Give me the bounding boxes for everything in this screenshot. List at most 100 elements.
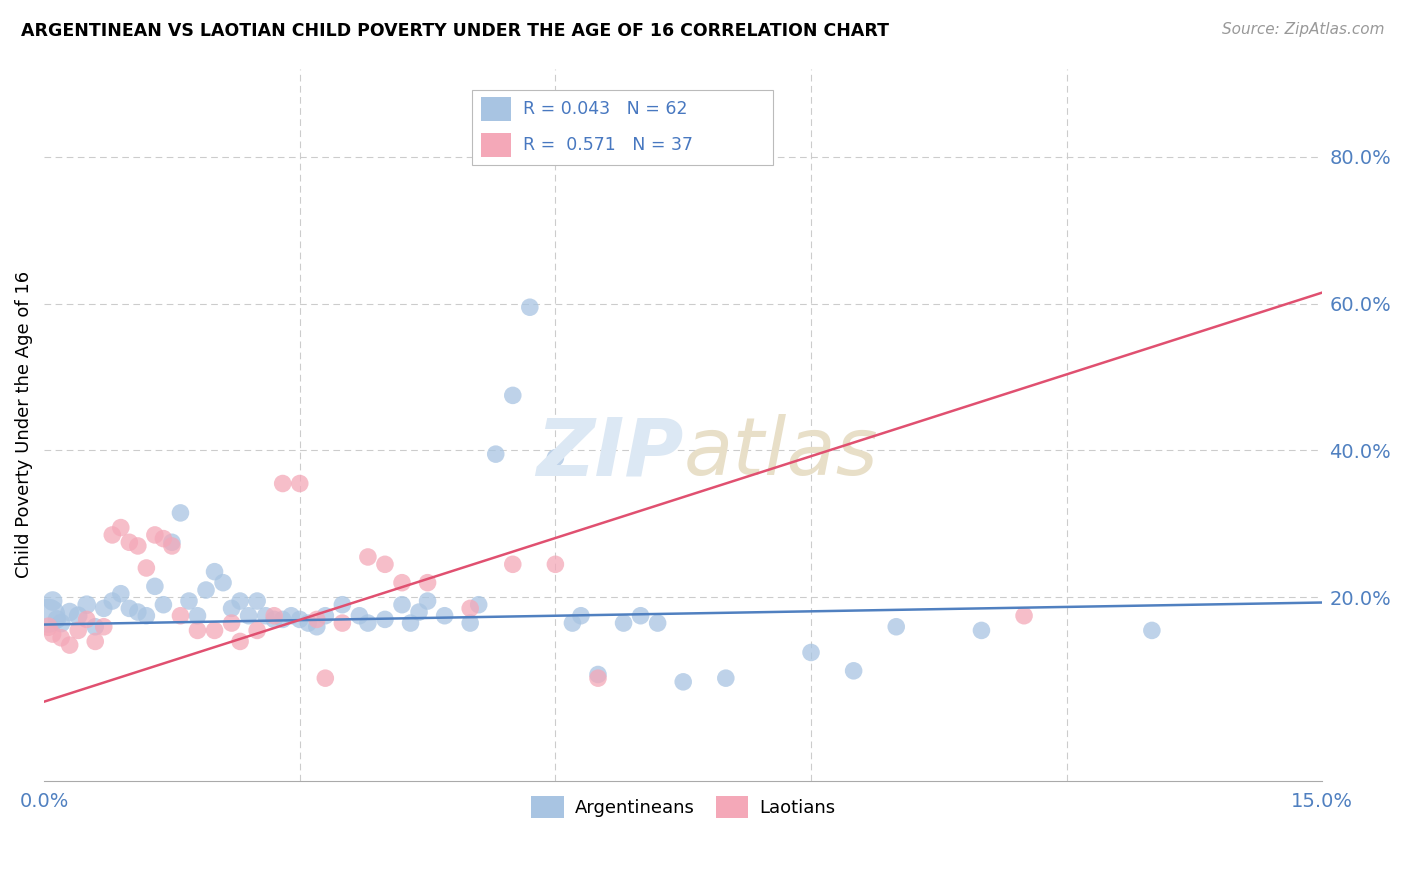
- Point: [970, 624, 993, 638]
- Point: [544, 450, 567, 465]
- Point: [561, 616, 583, 631]
- Point: [288, 612, 311, 626]
- Point: [374, 612, 396, 626]
- Text: ZIP: ZIP: [536, 414, 683, 492]
- Point: [263, 612, 285, 626]
- Point: [221, 601, 243, 615]
- Point: [127, 605, 149, 619]
- Text: atlas: atlas: [683, 414, 877, 492]
- Point: [314, 671, 336, 685]
- Point: [374, 558, 396, 572]
- Point: [246, 594, 269, 608]
- Point: [76, 598, 98, 612]
- Point: [84, 620, 107, 634]
- Point: [399, 616, 422, 631]
- Point: [160, 535, 183, 549]
- Point: [519, 300, 541, 314]
- Point: [842, 664, 865, 678]
- Point: [186, 608, 208, 623]
- Point: [101, 594, 124, 608]
- Point: [152, 532, 174, 546]
- Point: [391, 598, 413, 612]
- Point: [204, 624, 226, 638]
- Point: [630, 608, 652, 623]
- Point: [135, 561, 157, 575]
- Point: [67, 624, 90, 638]
- Point: [177, 594, 200, 608]
- Point: [229, 634, 252, 648]
- Point: [37, 620, 59, 634]
- Point: [195, 582, 218, 597]
- Point: [160, 539, 183, 553]
- Point: [305, 620, 328, 634]
- Point: [357, 549, 380, 564]
- Point: [433, 608, 456, 623]
- Point: [357, 616, 380, 631]
- Point: [1012, 608, 1035, 623]
- Point: [647, 616, 669, 631]
- Point: [238, 608, 260, 623]
- Point: [143, 579, 166, 593]
- Point: [586, 671, 609, 685]
- Point: [714, 671, 737, 685]
- Point: [416, 575, 439, 590]
- Point: [330, 616, 353, 631]
- Point: [49, 616, 72, 631]
- Point: [884, 620, 907, 634]
- Point: [314, 608, 336, 623]
- Point: [271, 476, 294, 491]
- Point: [93, 601, 115, 615]
- Point: [416, 594, 439, 608]
- Point: [49, 631, 72, 645]
- Point: [118, 601, 141, 615]
- Point: [672, 674, 695, 689]
- Point: [330, 598, 353, 612]
- Point: [110, 520, 132, 534]
- Point: [84, 634, 107, 648]
- Y-axis label: Child Poverty Under the Age of 16: Child Poverty Under the Age of 16: [15, 271, 32, 578]
- Point: [41, 594, 63, 608]
- Point: [45, 612, 67, 626]
- Point: [169, 506, 191, 520]
- Point: [59, 638, 82, 652]
- Point: [76, 612, 98, 626]
- Point: [110, 587, 132, 601]
- Point: [800, 645, 823, 659]
- Point: [485, 447, 508, 461]
- Point: [502, 558, 524, 572]
- Point: [143, 528, 166, 542]
- Point: [41, 627, 63, 641]
- Point: [263, 608, 285, 623]
- Point: [204, 565, 226, 579]
- Point: [305, 612, 328, 626]
- Point: [246, 624, 269, 638]
- Point: [458, 616, 481, 631]
- Point: [229, 594, 252, 608]
- Point: [391, 575, 413, 590]
- Point: [280, 608, 302, 623]
- Point: [118, 535, 141, 549]
- Point: [349, 608, 371, 623]
- Point: [152, 598, 174, 612]
- Point: [297, 616, 319, 631]
- Point: [586, 667, 609, 681]
- Text: Source: ZipAtlas.com: Source: ZipAtlas.com: [1222, 22, 1385, 37]
- Point: [288, 476, 311, 491]
- Point: [169, 608, 191, 623]
- Point: [67, 608, 90, 623]
- Point: [186, 624, 208, 638]
- Text: ARGENTINEAN VS LAOTIAN CHILD POVERTY UNDER THE AGE OF 16 CORRELATION CHART: ARGENTINEAN VS LAOTIAN CHILD POVERTY UND…: [21, 22, 889, 40]
- Point: [1140, 624, 1163, 638]
- Point: [408, 605, 430, 619]
- Point: [101, 528, 124, 542]
- Point: [212, 575, 235, 590]
- Point: [93, 620, 115, 634]
- Point: [544, 558, 567, 572]
- Point: [254, 608, 277, 623]
- Point: [569, 608, 592, 623]
- Point: [467, 598, 489, 612]
- Point: [221, 616, 243, 631]
- Point: [59, 605, 82, 619]
- Point: [135, 608, 157, 623]
- Point: [458, 601, 481, 615]
